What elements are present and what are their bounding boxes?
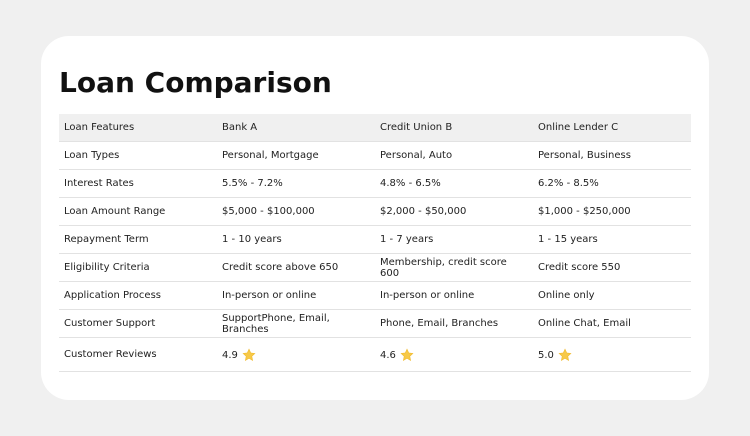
column-header: Online Lender C — [533, 114, 691, 142]
table-cell: 4.8% - 6.5% — [375, 169, 533, 198]
cell-text: 4.8% - 6.5% — [380, 178, 441, 189]
table-cell: Eligibility Criteria — [59, 253, 217, 282]
table-row: Customer Support SupportPhone, Email, Bra… — [59, 309, 691, 338]
column-header: Credit Union B — [375, 114, 533, 142]
cell-text: 6.2% - 8.5% — [538, 178, 599, 189]
table-row: Repayment Term 1 - 10 years 1 - 7 years 1 -… — [59, 225, 691, 254]
table-cell: 4.9 — [217, 337, 375, 372]
table-cell: 1 - 10 years — [217, 225, 375, 254]
table-cell: $2,000 - $50,000 — [375, 197, 533, 226]
cell-text: 1 - 15 years — [538, 234, 598, 245]
cell-text: Membership, credit score 600 — [380, 256, 507, 279]
cell-text: 5.5% - 7.2% — [222, 178, 283, 189]
cell-text: Loan Types — [64, 150, 120, 161]
cell-text: Personal, Business — [538, 150, 631, 161]
cell-text: Customer Reviews — [64, 349, 157, 360]
table-cell: 5.0 — [533, 337, 691, 372]
cell-text: Interest Rates — [64, 178, 134, 189]
table-cell: Customer Support — [59, 309, 217, 338]
cell-text: Application Process — [64, 290, 161, 301]
table-cell: 6.2% - 8.5% — [533, 169, 691, 198]
table-cell: Personal, Mortgage — [217, 141, 375, 170]
table-cell: Personal, Business — [533, 141, 691, 170]
column-header: Bank A — [217, 114, 375, 142]
table-row: Interest Rates 5.5% - 7.2% 4.8% - 6.5% 6.2%… — [59, 169, 691, 198]
cell-text: Eligibility Criteria — [64, 262, 150, 273]
table-row: Eligibility Criteria Credit score above 6… — [59, 253, 691, 282]
table-row: Application Process In-person or online In… — [59, 281, 691, 310]
cell-text: 1 - 7 years — [380, 234, 434, 245]
table-cell: Repayment Term — [59, 225, 217, 254]
cell-text: Credit score 550 — [538, 262, 621, 273]
cell-text: 5.0 — [538, 349, 554, 361]
table-cell: Application Process — [59, 281, 217, 310]
star-icon — [400, 347, 414, 361]
cell-text: Personal, Mortgage — [222, 150, 319, 161]
table-cell: $1,000 - $250,000 — [533, 197, 691, 226]
table-cell: In-person or online — [217, 281, 375, 310]
table-cell: 5.5% - 7.2% — [217, 169, 375, 198]
table-cell: Customer Reviews — [59, 337, 217, 372]
table-cell: 1 - 7 years — [375, 225, 533, 254]
cell-text: Repayment Term — [64, 234, 149, 245]
table-cell: Personal, Auto — [375, 141, 533, 170]
cell-text: $5,000 - $100,000 — [222, 206, 315, 217]
table-row: Loan Amount Range $5,000 - $100,000 $2,000… — [59, 197, 691, 226]
table-cell: Membership, credit score 600 — [375, 253, 533, 282]
cell-text: SupportPhone, Email, Branches — [222, 312, 330, 335]
cell-text: 1 - 10 years — [222, 234, 282, 245]
table-cell: Online only — [533, 281, 691, 310]
table-cell: 1 - 15 years — [533, 225, 691, 254]
table-cell: $5,000 - $100,000 — [217, 197, 375, 226]
table-row: Customer Reviews 4.9 4.6 5.0 — [59, 337, 691, 372]
cell-text: Phone, Email, Branches — [380, 318, 499, 329]
table-cell: Phone, Email, Branches — [375, 309, 533, 338]
title: Loan Comparison — [59, 66, 332, 99]
cell-text: In-person or online — [222, 290, 317, 301]
table-cell: In-person or online — [375, 281, 533, 310]
cell-text: 4.6 — [380, 349, 396, 361]
table-cell: Loan Amount Range — [59, 197, 217, 226]
table-cell: Online Chat, Email — [533, 309, 691, 338]
cell-text: Online only — [538, 290, 595, 301]
table-cell: Interest Rates — [59, 169, 217, 198]
cell-text: $2,000 - $50,000 — [380, 206, 467, 217]
table-cell: Credit score 550 — [533, 253, 691, 282]
cell-text: Credit score above 650 — [222, 262, 339, 273]
cell-text: Customer Support — [64, 318, 156, 329]
table-cell: SupportPhone, Email, Branches — [217, 309, 375, 338]
cell-text: Loan Amount Range — [64, 206, 166, 217]
table-cell: 4.6 — [375, 337, 533, 372]
table-row: Loan Types Personal, Mortgage Personal, Au… — [59, 141, 691, 170]
table-cell: Loan Types — [59, 141, 217, 170]
star-icon — [558, 347, 572, 361]
header-row: Loan Features Bank A Credit Union B Online … — [59, 114, 691, 142]
card: Loan Comparison Loan Features Bank A Credi… — [41, 36, 709, 400]
column-header: Loan Features — [59, 114, 217, 142]
star-icon — [242, 347, 256, 361]
table-cell: Credit score above 650 — [217, 253, 375, 282]
cell-text: Personal, Auto — [380, 150, 453, 161]
cell-text: Online Chat, Email — [538, 318, 631, 329]
comparison-table: Loan Features Bank A Credit Union B Online … — [59, 114, 691, 372]
cell-text: 4.9 — [222, 349, 238, 361]
cell-text: In-person or online — [380, 290, 475, 301]
cell-text: $1,000 - $250,000 — [538, 206, 631, 217]
